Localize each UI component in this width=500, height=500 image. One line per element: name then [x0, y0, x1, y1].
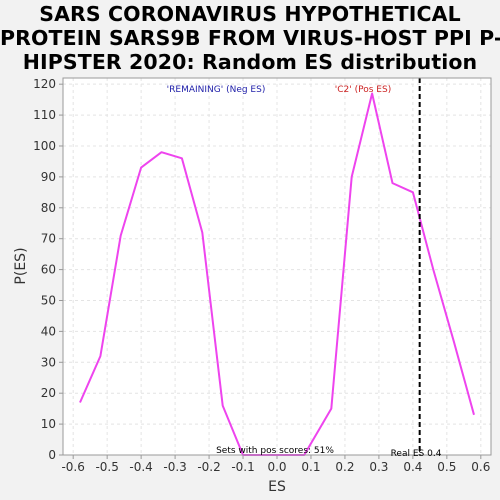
real-es-label: Real ES 0.4	[391, 449, 442, 459]
y-tick-label-6: 60	[41, 263, 56, 277]
x-tick-label-6: 0.0	[267, 460, 286, 474]
y-tick-label-8: 80	[41, 201, 56, 215]
y-tick-label-3: 30	[41, 355, 56, 369]
y-tick-label-10: 100	[33, 139, 56, 153]
x-tick-label-8: 0.2	[335, 460, 354, 474]
x-tick-label-12: 0.6	[471, 460, 490, 474]
x-tick-label-11: 0.5	[437, 460, 456, 474]
neg-es-label: 'REMAINING' (Neg ES)	[167, 85, 266, 95]
x-tick-label-0: -0.6	[61, 460, 84, 474]
x-tick-label-3: -0.3	[163, 460, 186, 474]
sets-pos-scores-label: Sets with pos scores: 51%	[216, 446, 334, 456]
y-tick-label-2: 20	[41, 386, 56, 400]
x-tick-label-1: -0.5	[95, 460, 118, 474]
y-axis-label: P(ES)	[13, 247, 29, 284]
x-tick-label-2: -0.4	[129, 460, 152, 474]
y-tick-label-0: 0	[48, 448, 56, 462]
plot-border	[62, 77, 492, 456]
x-tick-label-5: -0.1	[231, 460, 254, 474]
x-tick-label-9: 0.3	[369, 460, 388, 474]
x-axis-ticks: -0.6 -0.5 -0.4 -0.3 -0.2 -0.1 0.0 0.1 0.2 0.3 0.4 0…	[61, 455, 490, 474]
pos-es-label: 'C2' (Pos ES)	[335, 85, 391, 95]
y-tick-label-12: 120	[33, 77, 56, 91]
y-tick-label-5: 50	[41, 293, 56, 307]
y-tick-label-4: 40	[41, 324, 56, 338]
y-tick-label-11: 110	[33, 108, 56, 122]
y-axis-ticks: 0 10 20 30 40 50 60 70 80 90 100 110 120	[33, 77, 63, 462]
y-tick-label-9: 90	[41, 170, 56, 184]
x-tick-label-10: 0.4	[403, 460, 422, 474]
x-tick-label-4: -0.2	[197, 460, 220, 474]
chart-title-line-2: PROTEIN SARS9B FROM VIRUS-HOST PPI P-	[0, 26, 500, 50]
x-axis-label: ES	[268, 479, 286, 495]
chart-title-line-1: SARS CORONAVIRUS HYPOTHETICAL	[39, 2, 461, 26]
chart-title: SARS CORONAVIRUS HYPOTHETICAL PROTEIN SA…	[0, 2, 500, 74]
y-tick-label-7: 70	[41, 232, 56, 246]
x-tick-label-7: 0.1	[301, 460, 320, 474]
chart-title-line-3: HIPSTER 2020: Random ES distribution	[22, 50, 478, 74]
y-tick-label-1: 10	[41, 417, 56, 431]
